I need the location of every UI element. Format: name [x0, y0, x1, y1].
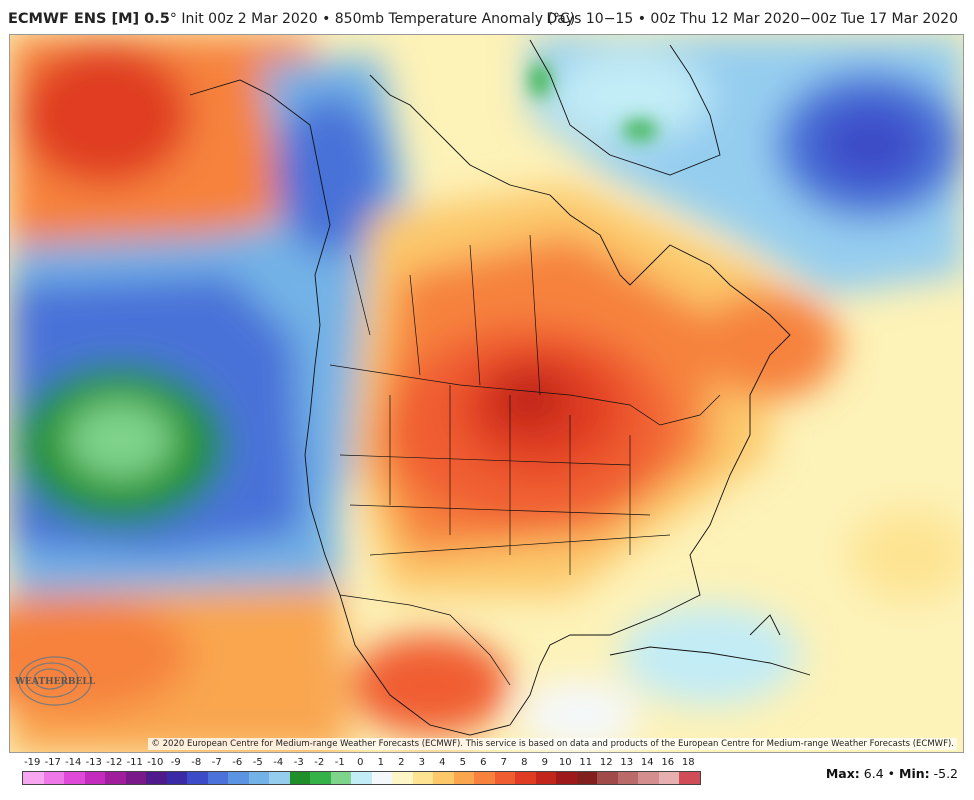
colorbar-label: -5 [252, 757, 263, 768]
colorbar-label: -10 [147, 757, 164, 768]
colorbar-label: 5 [459, 757, 466, 768]
colorbar-swatch [330, 772, 351, 784]
colorbar-label: 12 [599, 757, 613, 768]
colorbar-swatch [207, 772, 228, 784]
model-name: ECMWF ENS [M] 0.5 [8, 11, 170, 27]
valid-period: Days 10−15 • 00z Thu 12 Mar 2020−00z Tue… [546, 11, 959, 27]
colorbar-swatch [556, 772, 577, 784]
colorbar-label: 13 [620, 757, 634, 768]
colorbar-label: 9 [541, 757, 548, 768]
colorbar-swatch [679, 772, 700, 784]
svg-text:WEATHERBELL: WEATHERBELL [14, 677, 96, 687]
max-value: 6.4 [863, 766, 884, 781]
colorbar-label: 3 [418, 757, 425, 768]
greenland-green [530, 62, 658, 140]
colorbar-label: -3 [293, 757, 304, 768]
min-label: Min: [899, 766, 930, 781]
weatherbell-logo: WEATHERBELL [14, 656, 96, 706]
colorbar-label: 11 [579, 757, 593, 768]
colorbar-swatch [187, 772, 208, 784]
map-canvas [10, 35, 963, 752]
anomaly-map: © 2020 European Centre for Medium-range … [9, 34, 964, 753]
coastlines [189, 39, 811, 736]
colorbar-swatch [43, 772, 64, 784]
colorbar-label: -6 [232, 757, 243, 768]
colorbar-swatch [125, 772, 146, 784]
colorbar-swatch [166, 772, 187, 784]
colorbar-label: -13 [85, 757, 102, 768]
colorbar-swatch [64, 772, 85, 784]
colorbar-swatch [310, 772, 331, 784]
colorbar-swatch [23, 772, 44, 784]
colorbar-swatch [351, 772, 372, 784]
colorbar-swatch [289, 772, 310, 784]
title: ECMWF ENS [M] 0.5° Init 00z 2 Mar 2020 •… [8, 11, 575, 27]
colorbar-label: -4 [273, 757, 284, 768]
colorbar: -19 -17 -14 -13 -12 -11 -10 -9 -8 -7 -6 -5 -4 -3 -2 -1 0… [0, 753, 974, 800]
colorbar-label: 18 [681, 757, 695, 768]
copyright-notice: © 2020 European Centre for Medium-range … [148, 738, 957, 750]
max-min-stats: Max: 6.4 • Min: -5.2 [826, 766, 958, 781]
colorbar-swatch [412, 772, 433, 784]
stats-separator: • [887, 766, 896, 781]
colorbar-label: -11 [126, 757, 143, 768]
colorbar-swatch [228, 772, 249, 784]
colorbar-label: -2 [314, 757, 325, 768]
colorbar-swatch [453, 772, 474, 784]
colorbar-swatch [84, 772, 105, 784]
colorbar-swatch [576, 772, 597, 784]
colorbar-label: 7 [500, 757, 507, 768]
colorbar-swatch [392, 772, 413, 784]
colorbar-swatch [474, 772, 495, 784]
max-label: Max: [825, 766, 860, 781]
colorbar-label: 1 [377, 757, 384, 768]
colorbar-label: 2 [398, 757, 405, 768]
colorbar-swatch [597, 772, 618, 784]
colorbar-swatch [638, 772, 659, 784]
colorbar-swatch [535, 772, 556, 784]
colorbar-swatch [248, 772, 269, 784]
colorbar-swatch [433, 772, 454, 784]
colorbar-swatch [494, 772, 515, 784]
colorbar-swatch [269, 772, 290, 784]
colorbar-label: 8 [521, 757, 528, 768]
subtitle: ° Init 00z 2 Mar 2020 • 850mb Temperatur… [169, 11, 576, 27]
colorbar-label: 14 [640, 757, 654, 768]
colorbar-label: -1 [334, 757, 345, 768]
colorbar-label: -8 [191, 757, 202, 768]
header: ECMWF ENS [M] 0.5° Init 00z 2 Mar 2020 •… [0, 0, 974, 34]
colorbar-swatches [22, 771, 701, 785]
political-borders [329, 234, 721, 686]
colorbar-label: 4 [439, 757, 446, 768]
colorbar-swatch [658, 772, 679, 784]
min-value: -5.2 [933, 766, 958, 781]
colorbar-label: 6 [480, 757, 487, 768]
colorbar-label: -14 [65, 757, 82, 768]
colorbar-label: 10 [558, 757, 572, 768]
colorbar-swatch [515, 772, 536, 784]
colorbar-label: -19 [24, 757, 41, 768]
colorbar-swatch [371, 772, 392, 784]
colorbar-label: -17 [44, 757, 61, 768]
colorbar-label: 16 [661, 757, 675, 768]
colorbar-swatch [617, 772, 638, 784]
colorbar-label: 0 [357, 757, 364, 768]
colorbar-label: -12 [106, 757, 123, 768]
colorbar-label: -7 [211, 757, 222, 768]
colorbar-swatch [146, 772, 167, 784]
colorbar-label: -9 [170, 757, 181, 768]
colorbar-swatch [105, 772, 126, 784]
